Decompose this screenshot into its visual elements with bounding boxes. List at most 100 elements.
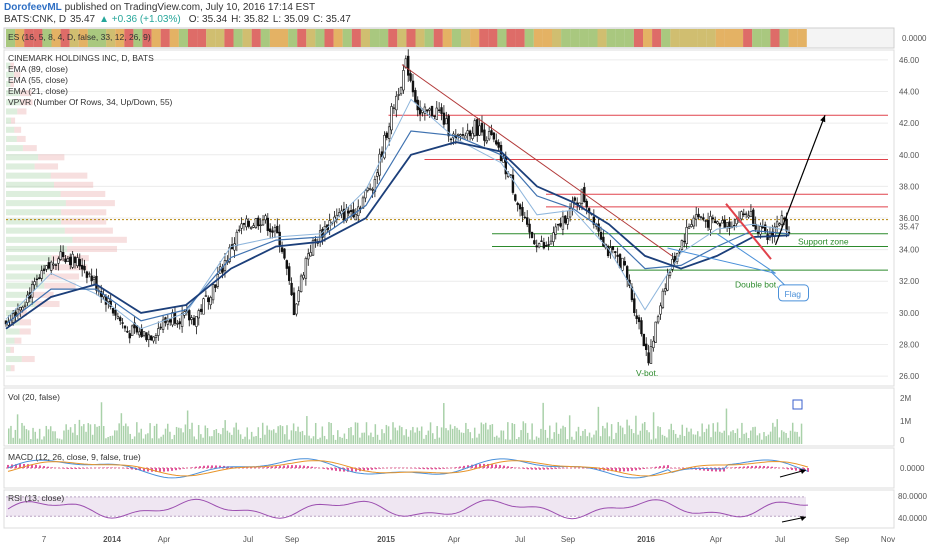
volume-bar (248, 439, 251, 444)
indicator-block (606, 29, 616, 47)
macd-histogram-bar (467, 465, 469, 468)
candle-body (292, 292, 296, 316)
volume-bar (149, 423, 151, 444)
indicator-block (342, 29, 352, 47)
volume-bar (222, 427, 224, 444)
candle-body (461, 134, 465, 136)
volume-bar (268, 429, 271, 444)
candle-body (397, 94, 400, 96)
candle-body (421, 109, 424, 113)
candle-body (749, 211, 753, 217)
volume-bar (54, 431, 56, 444)
vpvr-bar-down (50, 264, 88, 271)
candle-body (428, 108, 431, 111)
vpvr-bar-up (6, 355, 22, 363)
candle-body (202, 298, 205, 315)
indicator-block (160, 29, 170, 47)
volume-bar (769, 431, 772, 444)
trendline (401, 64, 673, 257)
candle-body (625, 266, 629, 281)
price-tick-label: 34.00 (899, 246, 920, 255)
volume-bar (306, 416, 308, 444)
volume-bar (416, 427, 419, 444)
macd-histogram-bar (175, 468, 177, 471)
volume-bar (89, 424, 92, 444)
candle-body (278, 231, 281, 246)
macd-histogram-bar (639, 468, 641, 470)
flag-line-lower (667, 247, 776, 274)
volume-bar (741, 422, 743, 444)
volume-bar (469, 432, 472, 444)
candle-body (694, 214, 698, 220)
vpvr-bar-down (35, 300, 60, 308)
author-link[interactable]: DorofeevML (4, 2, 62, 13)
volume-bar (482, 424, 485, 444)
volume-bar (663, 435, 666, 444)
volume-bar (644, 422, 646, 444)
vpvr-bar-down (20, 90, 32, 97)
volume-bar (398, 425, 401, 444)
time-tick-label: 2014 (103, 535, 121, 544)
indicator-block (360, 29, 370, 47)
vpvr-bar-up (6, 255, 52, 262)
volume-bar (637, 434, 639, 444)
volume-bar (546, 437, 549, 444)
macd-histogram-bar (427, 468, 429, 470)
volume-bar (80, 426, 83, 444)
candle-body (744, 213, 748, 215)
volume-bar (281, 426, 284, 444)
indicator-block (734, 29, 744, 47)
volume-bar (303, 435, 306, 444)
volume-bar (425, 434, 427, 444)
legend-title: CINEMARK HOLDINGS INC, D, BATS (8, 53, 154, 63)
candle-body (485, 140, 488, 143)
volume-bar (440, 427, 443, 444)
candle-body (521, 207, 524, 216)
macd-histogram-bar (71, 468, 73, 470)
macd-histogram-bar (475, 464, 477, 468)
candle-body (290, 282, 293, 296)
volume-panel (3, 387, 895, 447)
annotations: Support zone Double bot. V-bot. Flag (636, 237, 849, 378)
volume-bar (147, 433, 149, 444)
macd-histogram-bar (499, 465, 501, 468)
volume-bar (750, 430, 752, 444)
macd-histogram-bar (487, 463, 489, 468)
macd-histogram-bar (747, 466, 749, 468)
candle-body (107, 298, 110, 303)
volume-bar (208, 436, 211, 444)
volume-bar (220, 434, 222, 444)
volume-bar (85, 431, 87, 444)
volume-bar (566, 439, 569, 444)
volume-bar (131, 438, 134, 444)
macd-histogram-bar (431, 468, 433, 470)
candle-body (511, 174, 515, 193)
indicator-block (661, 29, 671, 47)
vpvr-bar-down (50, 172, 88, 179)
volume-bar (776, 419, 778, 444)
candle-body (540, 240, 543, 242)
macd-histogram-bar (655, 466, 657, 468)
candle-body (254, 218, 258, 228)
candle-body (647, 352, 650, 364)
candle-body (88, 273, 91, 275)
price-tick-label: 32.00 (899, 277, 920, 286)
volume-bar (465, 422, 467, 444)
volume-bar (591, 437, 593, 444)
volume-bar (120, 413, 123, 444)
macd-histogram-bar (215, 465, 217, 468)
volume-bar (791, 422, 794, 444)
candle-body (778, 223, 781, 226)
publish-info: published on TradingView.com, July 10, 2… (64, 2, 316, 13)
candle-body (668, 272, 672, 276)
price-tick-label: 38.00 (899, 182, 920, 191)
volume-bar (352, 435, 354, 444)
volume-bar (588, 432, 591, 444)
volume-bar (292, 423, 295, 444)
vpvr-bar-up (6, 126, 15, 133)
vpvr-bar-up (6, 62, 11, 69)
indicator-block (169, 29, 179, 47)
indicator-block (515, 29, 525, 47)
volume-bar (182, 432, 184, 444)
